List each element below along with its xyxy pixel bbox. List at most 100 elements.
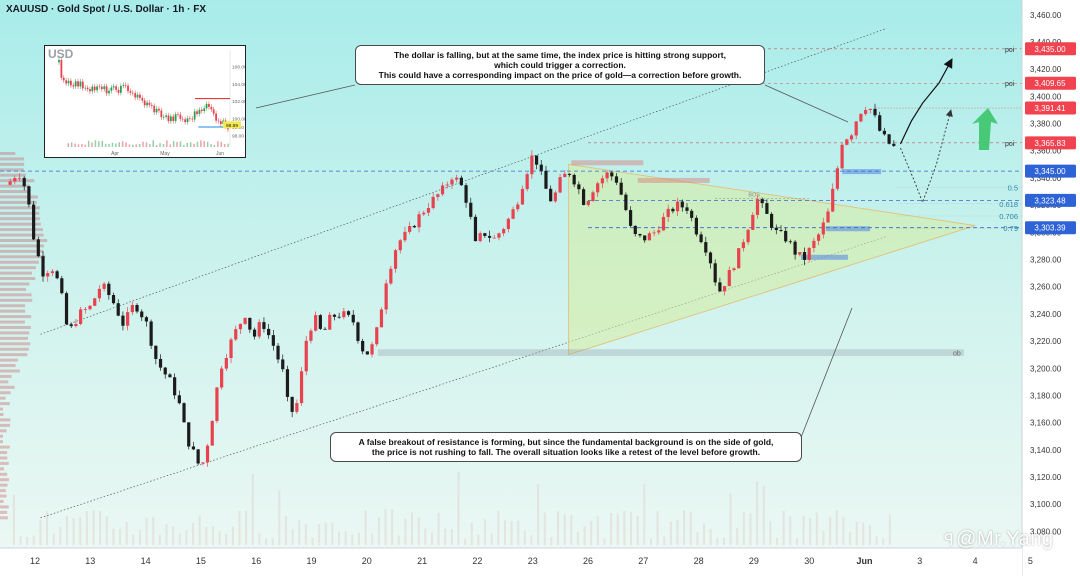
bos-label: BOS <box>748 192 760 198</box>
volume-bar <box>457 471 460 545</box>
volume-profile-bar <box>0 461 9 465</box>
price-axis: 3,080.00 3,100.00 3,120.00 3,140.00 3,160.00… <box>1021 0 1080 576</box>
candle-body <box>220 368 224 388</box>
inset-candle-body <box>91 86 94 92</box>
y-tick-label: 3,420.00 <box>1030 65 1062 74</box>
x-tick-label: 5 <box>1028 556 1033 566</box>
candle-body <box>440 185 445 195</box>
volume-profile-bar <box>0 320 25 324</box>
inset-candle-body <box>208 103 210 107</box>
inset-volume-bar <box>203 140 205 147</box>
volume-bar <box>749 513 752 545</box>
inset-volume-bar <box>115 143 117 147</box>
x-tick-label: 22 <box>472 556 482 566</box>
candle-body <box>32 204 36 240</box>
candle-body <box>671 208 675 212</box>
inset-candle-body <box>96 86 98 91</box>
candle-body <box>379 309 384 328</box>
candle-body <box>370 344 374 355</box>
inset-candle-body <box>98 86 101 88</box>
volume-bar <box>795 538 798 545</box>
candle-body <box>107 283 111 296</box>
candle-body <box>243 317 247 324</box>
candle-body <box>177 395 181 404</box>
candle-body <box>389 268 393 284</box>
y-tick-label: 3,120.00 <box>1030 473 1062 482</box>
level-badge-label: 3,345.00 <box>1034 167 1066 176</box>
volume-profile-bar <box>0 249 44 253</box>
candle-body <box>699 234 703 243</box>
volume-bar <box>875 536 878 545</box>
volume-profile-bar <box>0 478 10 482</box>
volume-bar <box>132 534 135 545</box>
inset-candle-body <box>172 116 175 121</box>
candle-body <box>205 445 210 463</box>
volume-bar <box>835 510 838 545</box>
candle-body <box>314 315 318 331</box>
inset-candle-body <box>148 102 151 105</box>
x-tick-label: 20 <box>362 556 372 566</box>
candle-body <box>492 237 496 239</box>
candle-body <box>97 288 102 299</box>
volume-bar <box>304 524 307 545</box>
volume-profile-bar <box>0 380 9 384</box>
candle-body <box>812 240 816 248</box>
candle-body <box>817 234 821 241</box>
inset-candle-body <box>139 94 141 98</box>
volume-bar <box>32 535 35 545</box>
volume-bar <box>570 515 573 545</box>
volume-bar <box>776 538 779 545</box>
volume-profile-bar <box>0 293 32 297</box>
y-tick-label: 3,460.00 <box>1030 11 1062 20</box>
candle-body <box>393 250 398 269</box>
candle-body <box>737 248 741 269</box>
inset-volume-bar <box>172 141 175 147</box>
triangle-pattern <box>568 163 976 356</box>
inset-candle-body <box>174 114 177 121</box>
candle-body <box>102 283 106 289</box>
volume-bar <box>125 521 128 545</box>
candle-body <box>252 329 257 337</box>
inset-volume-bar <box>162 144 165 147</box>
candle-body <box>121 315 125 326</box>
volume-bar <box>59 526 62 545</box>
candle-body <box>168 374 172 378</box>
inset-candle-body <box>110 87 113 91</box>
inset-volume-bar <box>186 142 188 147</box>
volume-bar <box>231 526 234 545</box>
candle-body <box>342 311 346 318</box>
candle-body <box>412 226 416 228</box>
inset-volume-bar <box>159 143 161 147</box>
candle-body <box>210 421 214 446</box>
candle-body <box>539 164 543 171</box>
inset-candle-body <box>150 104 153 106</box>
inset-volume-bar <box>128 144 131 147</box>
volume-profile-bar <box>0 217 40 221</box>
x-tick-label: 14 <box>141 556 151 566</box>
candle-body <box>840 144 844 169</box>
volume-bar <box>39 519 42 545</box>
symbol-title[interactable]: XAUUSD · Gold Spot / U.S. Dollar · 1h · … <box>6 4 207 15</box>
inset-candle-body <box>193 111 196 120</box>
volume-bar <box>19 536 22 545</box>
inset-candle-body <box>105 86 108 94</box>
candle-body <box>769 213 774 228</box>
poi-label: poi <box>1005 141 1015 148</box>
volume-profile-bar <box>0 309 26 313</box>
inset-candle-body <box>89 89 91 92</box>
candle-body <box>614 176 619 183</box>
y-tick-label: 3,400.00 <box>1030 92 1062 101</box>
y-tick-label: 3,140.00 <box>1030 446 1062 455</box>
volume-bar <box>351 534 354 545</box>
candle-body <box>173 377 177 396</box>
volume-bar <box>490 533 493 545</box>
candle-body <box>708 252 713 264</box>
volume-profile-bar <box>0 222 41 226</box>
x-tick-label: 23 <box>528 556 538 566</box>
volume-bar <box>145 517 148 545</box>
volume-bar <box>802 515 805 545</box>
inset-title: USD <box>48 47 74 61</box>
candle-body <box>821 222 825 235</box>
ob-label: ob <box>953 351 961 358</box>
